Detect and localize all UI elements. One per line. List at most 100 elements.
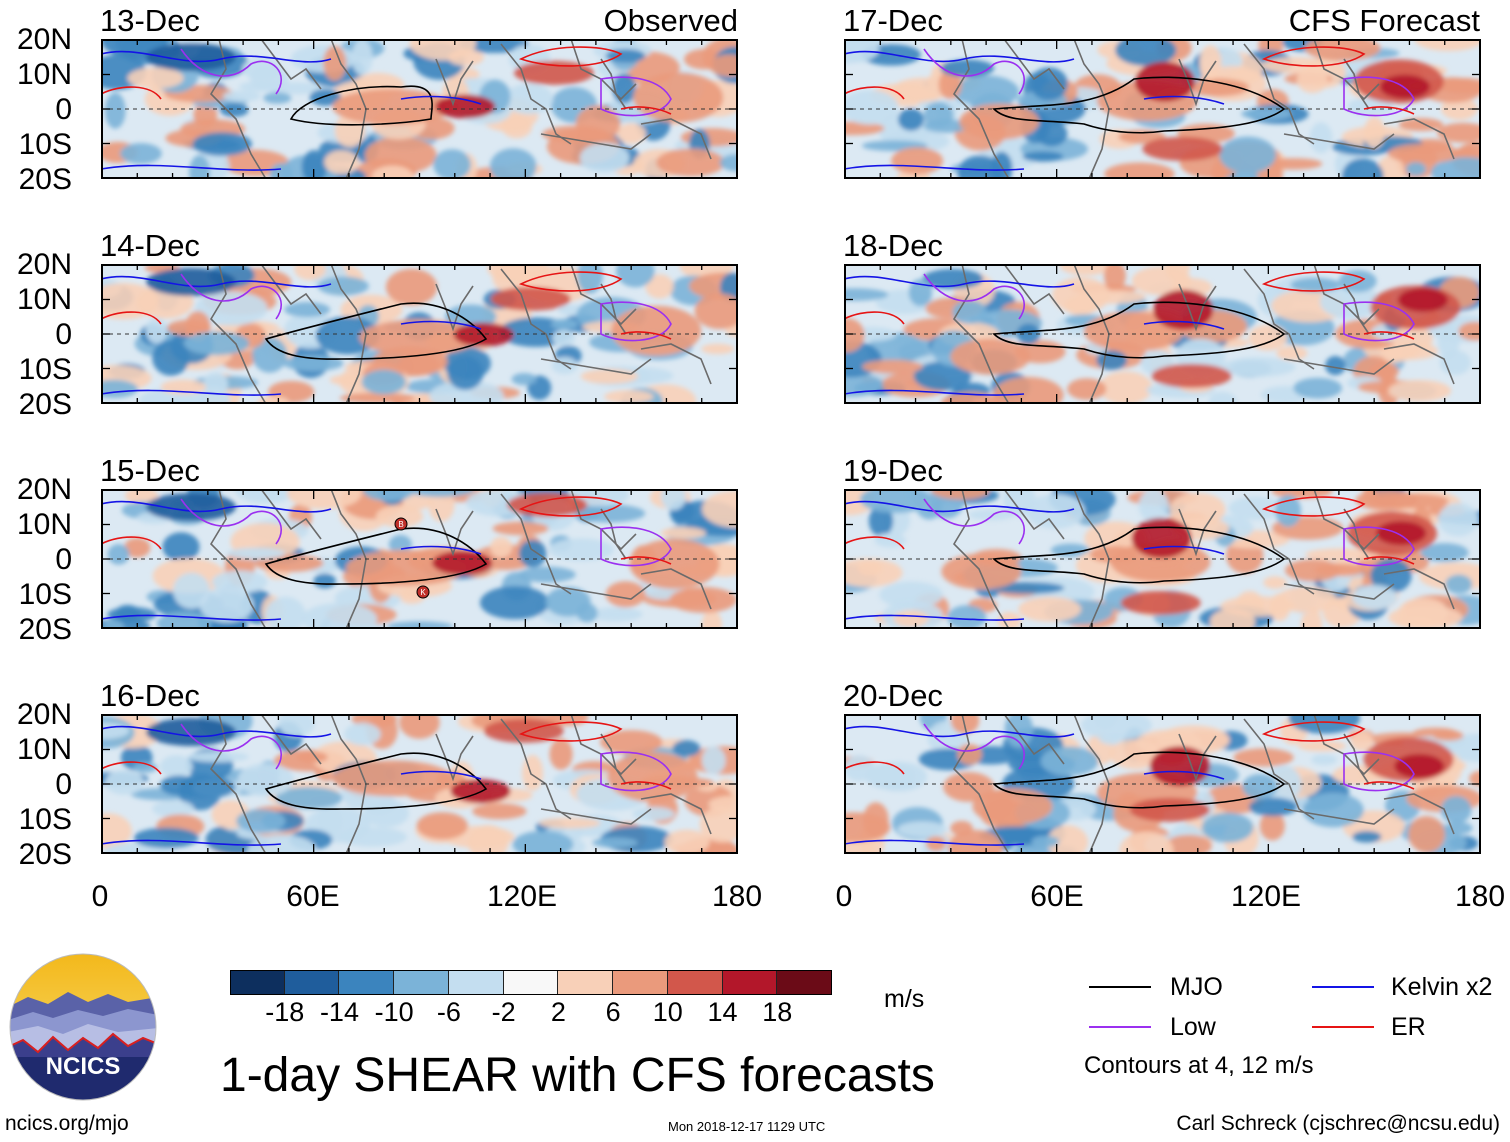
coastline: [1383, 118, 1455, 160]
coastline: [1383, 793, 1455, 835]
colorbar-tick-label: -2: [491, 997, 516, 1027]
coastline: [1283, 808, 1395, 825]
lat-label: 10S: [18, 803, 72, 836]
lat-label: 0: [55, 318, 72, 351]
shear-anomaly-blob: [246, 834, 318, 854]
shear-anomaly-blob: [1131, 517, 1192, 558]
shear-anomaly-blob: [891, 147, 944, 175]
coastline: [1283, 358, 1395, 375]
lat-label: 20S: [18, 838, 72, 871]
shear-anomaly-blob: [1350, 731, 1374, 752]
lon-label-120e-right: 120E: [1230, 880, 1302, 913]
shear-anomaly-blob: [1309, 122, 1333, 154]
coastline: [209, 39, 267, 179]
coastline: [1003, 39, 1065, 90]
shear-anomaly-blob: [1134, 61, 1195, 102]
shear-anomaly-blob: [1444, 821, 1473, 835]
mjo-contour: [992, 751, 1286, 809]
shear-anomaly-blob: [1067, 378, 1107, 400]
coastline: [1343, 508, 1370, 560]
shear-anomaly-blob: [518, 539, 547, 568]
shear-anomaly-blob: [120, 143, 162, 164]
shear-anomaly-blob: [629, 538, 720, 589]
shear-anomaly-blob: [296, 751, 328, 763]
shear-anomaly-blob: [913, 361, 972, 391]
shear-anomaly-blob: [313, 573, 336, 589]
footer-author: Carl Schreck (cjschrec@ncsu.edu): [1176, 1112, 1500, 1135]
storm-marker-label: K: [420, 588, 426, 597]
shear-anomaly-blob: [192, 132, 252, 157]
kelvin-contour: [844, 500, 1225, 621]
shear-anomaly-blob: [236, 809, 286, 833]
coastline: [1178, 283, 1217, 332]
coastline: [1073, 489, 1110, 629]
legend-label-mjo: MJO: [1170, 973, 1223, 1001]
shear-anomaly-blob: [226, 547, 286, 560]
shear-anomaly-blob: [1004, 714, 1034, 748]
er-contour: [101, 721, 672, 790]
low-contour: [923, 723, 1415, 792]
shear-anomaly-blob: [552, 329, 576, 347]
coastline: [1243, 718, 1315, 820]
lat-label: 10N: [16, 58, 72, 91]
shear-anomaly-blob: [284, 302, 331, 318]
shear-anomaly-blob: [604, 389, 654, 404]
map-panel-15-dec: BK: [101, 489, 738, 629]
shear-anomaly-blob: [993, 376, 1064, 404]
er-contour: [844, 46, 1415, 115]
shear-anomaly-blob: [447, 355, 484, 390]
shear-anomaly-blob: [672, 740, 701, 757]
shear-anomaly-blob: [1241, 107, 1292, 120]
shear-anomaly-blob: [146, 43, 236, 71]
shear-anomaly-blob: [570, 504, 646, 523]
low-contour: [180, 48, 672, 117]
coastline: [1073, 714, 1110, 854]
coastline: [952, 264, 1010, 404]
shear-anomaly-blob: [1242, 773, 1278, 800]
colorbar-box: [613, 971, 668, 994]
shear-anomaly-blob: [269, 163, 294, 179]
coastline: [1343, 733, 1370, 785]
coastline: [500, 718, 572, 820]
coastline: [500, 43, 572, 145]
mjo-contour: [992, 526, 1286, 584]
shear-anomaly-blob: [1120, 590, 1201, 615]
shear-anomaly-blob: [611, 305, 702, 356]
legend-label-kelvin: Kelvin x2: [1391, 973, 1493, 1001]
shear-anomaly-blob: [947, 605, 987, 629]
shear-anomaly-blob: [1376, 521, 1427, 546]
shear-anomaly-blob: [1098, 371, 1153, 404]
coastline: [500, 268, 572, 370]
lat-label: 0: [55, 543, 72, 576]
colorbar-tick-label: 14: [707, 997, 738, 1027]
shear-anomaly-blob: [265, 596, 306, 629]
shear-anomaly-blob: [490, 286, 571, 311]
lon-label-120e-left: 120E: [486, 880, 558, 913]
shear-anomaly-blob: [539, 817, 601, 829]
shear-anomaly-blob: [579, 143, 630, 174]
colorbar-tick-label: -18: [265, 997, 305, 1027]
shear-anomaly-blob: [1209, 608, 1256, 629]
shear-anomaly-blob: [1018, 596, 1082, 622]
shear-anomaly-blob: [124, 489, 158, 505]
coastline: [600, 508, 627, 560]
colorbar-box: [503, 971, 559, 994]
shear-anomaly-blob: [102, 619, 124, 629]
storm-marker-label: B: [398, 520, 403, 529]
shear-anomaly-blob: [429, 380, 504, 404]
footer-link[interactable]: ncics.org/mjo: [5, 1112, 129, 1135]
shear-anomaly-blob: [1129, 797, 1210, 822]
shear-anomaly-blob: [972, 788, 1053, 825]
shear-anomaly-blob: [616, 264, 655, 288]
shear-anomaly-blob: [334, 113, 366, 148]
shear-anomaly-blob: [898, 108, 924, 131]
shear-anomaly-blob: [1440, 97, 1478, 120]
shear-anomaly-blob: [605, 581, 646, 608]
coastline: [1243, 268, 1315, 370]
shear-anomaly-blob: [1432, 730, 1464, 741]
er-contour: [844, 496, 1415, 565]
shear-anomaly-blob: [957, 155, 1003, 179]
shear-anomaly-blob: [263, 92, 292, 104]
coastline: [952, 39, 1010, 179]
colorbar-box: [394, 971, 449, 994]
